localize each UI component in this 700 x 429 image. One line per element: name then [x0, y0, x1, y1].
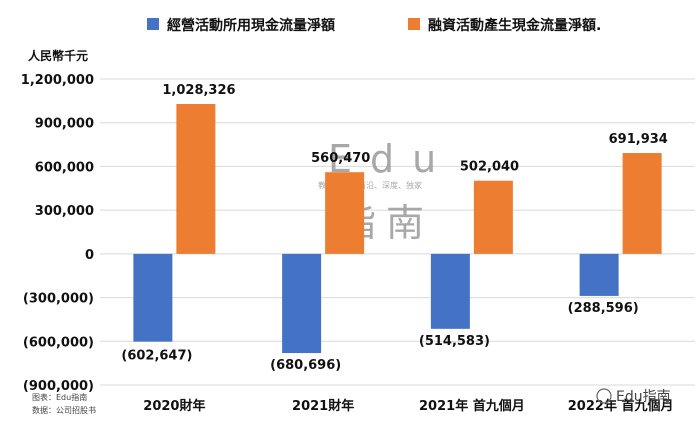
y-tick-label: 1,200,000 [21, 73, 94, 88]
legend-label-financing: 融資活動產生現金流量淨額. [428, 17, 601, 34]
bar-financing [622, 153, 662, 254]
x-axis-category-labels: 2020財年 2021財年 2021年 首九個月 2022年 首九個月 [143, 398, 673, 414]
wechat-icon [596, 388, 612, 404]
y-tick-label: (900,000) [23, 379, 94, 394]
watermark-subtitle: 教育行业、前沿、深度、独家 [318, 180, 422, 190]
y-tick-label: 600,000 [35, 160, 94, 175]
y-tick-label: (600,000) [23, 335, 94, 350]
bar-operating [282, 253, 322, 354]
legend-label-operating: 經營活動所用現金流量淨額 [167, 17, 335, 34]
bar-financing [176, 104, 216, 254]
source-chart-note: 图表：Edu指南 [32, 392, 87, 402]
y-tick-label: (300,000) [23, 292, 94, 307]
watermark: Edu 教育行业、前沿、深度、独家 指南 [318, 137, 436, 245]
data-label: (514,583) [419, 334, 490, 349]
bar-operating [579, 253, 619, 296]
unit-label: 人民幣千元 [28, 48, 88, 63]
brand-mark: Edu指南 [596, 388, 671, 405]
data-label: (288,596) [568, 301, 639, 316]
legend-swatch-financing [408, 18, 420, 30]
bar-financing [473, 180, 513, 254]
bars [133, 104, 662, 354]
bar-financing [325, 172, 365, 254]
x-category-label: 2021財年 [292, 398, 354, 414]
legend-swatch-operating [147, 18, 159, 30]
brand-label: Edu指南 [616, 389, 671, 405]
data-label: 560,470 [311, 151, 370, 166]
legend: 經營活動所用現金流量淨額 融資活動產生現金流量淨額. [147, 17, 601, 34]
data-labels: (602,647) 1,028,326 (680,696) 560,470 (514,5… [121, 83, 667, 373]
data-label: 502,040 [460, 160, 519, 175]
y-tick-label: 900,000 [35, 117, 94, 132]
x-category-label: 2022年 首九個月 [568, 398, 674, 414]
y-tick-label: 300,000 [35, 204, 94, 219]
bar-operating [133, 253, 173, 342]
source-data-note: 数据：公司招股书 [32, 405, 96, 415]
data-label: 1,028,326 [162, 83, 235, 98]
data-label: (680,696) [270, 358, 341, 373]
x-category-label: 2020財年 [143, 398, 205, 414]
y-axis-ticks: 1,200,000 900,000 600,000 300,000 0 (300,000)… [21, 73, 94, 394]
y-tick-label: 0 [85, 248, 94, 263]
data-label: (602,647) [121, 349, 192, 364]
bar-operating [430, 253, 470, 329]
x-category-label: 2021年 首九個月 [419, 398, 525, 414]
data-label: 691,934 [609, 132, 668, 147]
